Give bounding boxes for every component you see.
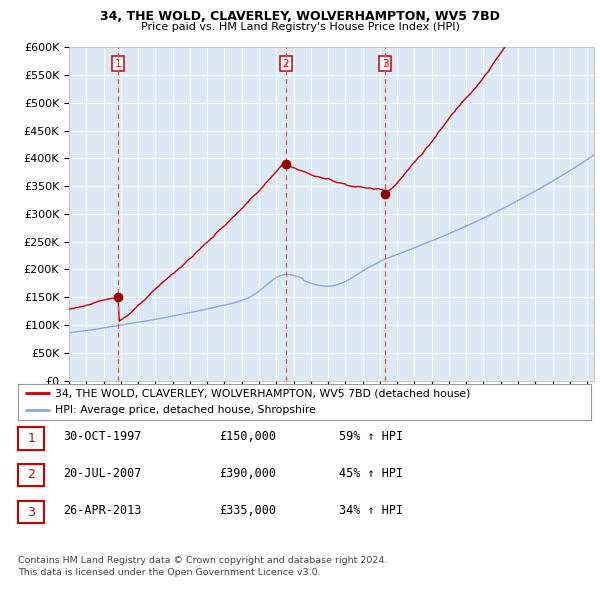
Text: 1: 1 — [27, 432, 35, 445]
Text: 3: 3 — [382, 59, 389, 69]
Text: £150,000: £150,000 — [219, 430, 276, 443]
Text: £335,000: £335,000 — [219, 504, 276, 517]
Text: 20-JUL-2007: 20-JUL-2007 — [63, 467, 142, 480]
Text: HPI: Average price, detached house, Shropshire: HPI: Average price, detached house, Shro… — [55, 405, 316, 415]
Text: 34, THE WOLD, CLAVERLEY, WOLVERHAMPTON, WV5 7BD (detached house): 34, THE WOLD, CLAVERLEY, WOLVERHAMPTON, … — [55, 388, 470, 398]
Text: 26-APR-2013: 26-APR-2013 — [63, 504, 142, 517]
Text: 2: 2 — [283, 59, 289, 69]
Text: 2: 2 — [27, 468, 35, 481]
Text: 30-OCT-1997: 30-OCT-1997 — [63, 430, 142, 443]
Text: 45% ↑ HPI: 45% ↑ HPI — [339, 467, 403, 480]
Text: 59% ↑ HPI: 59% ↑ HPI — [339, 430, 403, 443]
Text: 34% ↑ HPI: 34% ↑ HPI — [339, 504, 403, 517]
Text: 3: 3 — [27, 506, 35, 519]
Text: Contains HM Land Registry data © Crown copyright and database right 2024.: Contains HM Land Registry data © Crown c… — [18, 556, 388, 565]
Text: This data is licensed under the Open Government Licence v3.0.: This data is licensed under the Open Gov… — [18, 568, 320, 576]
Text: 1: 1 — [115, 59, 121, 69]
Text: 34, THE WOLD, CLAVERLEY, WOLVERHAMPTON, WV5 7BD: 34, THE WOLD, CLAVERLEY, WOLVERHAMPTON, … — [100, 10, 500, 23]
Text: £390,000: £390,000 — [219, 467, 276, 480]
Text: Price paid vs. HM Land Registry's House Price Index (HPI): Price paid vs. HM Land Registry's House … — [140, 22, 460, 32]
